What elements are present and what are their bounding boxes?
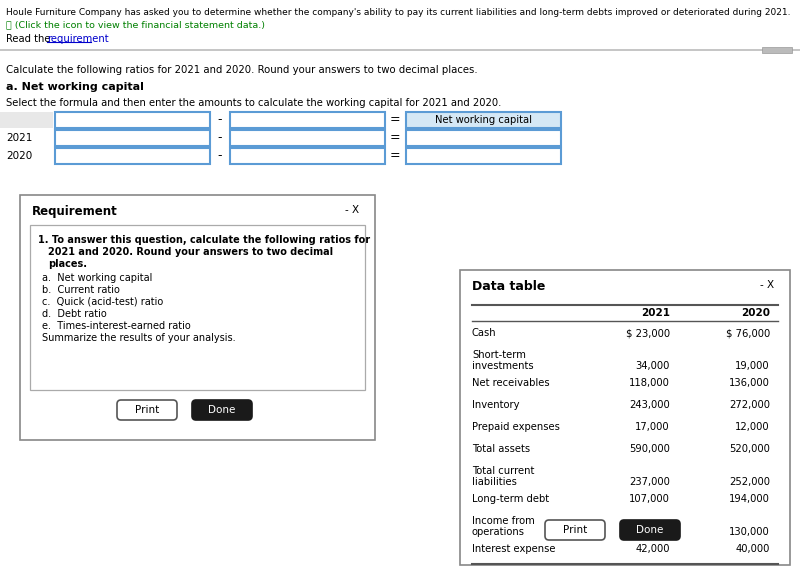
Text: Inventory: Inventory <box>472 400 519 410</box>
Text: 2020: 2020 <box>6 151 32 161</box>
Text: c.  Quick (acid-test) ratio: c. Quick (acid-test) ratio <box>42 297 163 307</box>
Text: d.  Debt ratio: d. Debt ratio <box>42 309 106 319</box>
Text: 130,000: 130,000 <box>730 527 770 537</box>
Text: 2020: 2020 <box>741 308 770 318</box>
FancyBboxPatch shape <box>192 400 252 420</box>
Bar <box>55 148 210 164</box>
Text: Net working capital: Net working capital <box>435 115 532 125</box>
Text: e.  Times-interest-earned ratio: e. Times-interest-earned ratio <box>42 321 190 331</box>
Bar <box>406 112 561 128</box>
Text: 194,000: 194,000 <box>629 527 670 537</box>
Text: a. Net working capital: a. Net working capital <box>6 82 144 92</box>
Text: Print: Print <box>135 405 159 415</box>
Text: Total current: Total current <box>472 466 534 476</box>
Text: Print: Print <box>563 525 587 535</box>
Bar <box>230 130 385 146</box>
Text: 520,000: 520,000 <box>729 444 770 454</box>
Text: =: = <box>390 113 400 127</box>
Text: 194,000: 194,000 <box>729 494 770 504</box>
Text: 19,000: 19,000 <box>735 361 770 371</box>
Text: places.: places. <box>48 259 87 269</box>
Bar <box>762 47 792 53</box>
Text: - X: - X <box>345 205 359 215</box>
Text: Houle Furniture Company has asked you to determine whether the company's ability: Houle Furniture Company has asked you to… <box>6 8 790 17</box>
Text: requirement: requirement <box>47 34 109 44</box>
Text: 17,000: 17,000 <box>635 422 670 432</box>
Bar <box>30 225 365 390</box>
Bar <box>0 112 53 128</box>
Text: Income from: Income from <box>472 516 534 526</box>
Text: Prepaid expenses: Prepaid expenses <box>472 422 560 432</box>
FancyBboxPatch shape <box>545 520 605 540</box>
Bar <box>0 130 53 146</box>
Text: Summarize the results of your analysis.: Summarize the results of your analysis. <box>42 333 236 343</box>
Bar <box>230 148 385 164</box>
Bar <box>406 130 561 146</box>
Text: operations: operations <box>472 527 525 537</box>
Bar <box>406 148 561 164</box>
Text: -: - <box>218 149 222 163</box>
Text: 34,000: 34,000 <box>636 361 670 371</box>
Text: Total assets: Total assets <box>472 444 530 454</box>
Text: b.  Current ratio: b. Current ratio <box>42 285 120 295</box>
Text: Requirement: Requirement <box>32 205 118 218</box>
Text: 12,000: 12,000 <box>735 422 770 432</box>
Bar <box>460 270 790 565</box>
Text: 118,000: 118,000 <box>629 378 670 388</box>
Text: 2021: 2021 <box>6 133 32 143</box>
Text: -: - <box>218 131 222 145</box>
Text: Read the: Read the <box>6 34 54 44</box>
Text: 2021: 2021 <box>641 308 670 318</box>
Text: 272,000: 272,000 <box>729 400 770 410</box>
Text: 107,000: 107,000 <box>629 494 670 504</box>
Text: =: = <box>390 149 400 163</box>
Text: - X: - X <box>760 280 774 290</box>
Text: Done: Done <box>208 405 236 415</box>
Text: a.  Net working capital: a. Net working capital <box>42 273 152 283</box>
Text: 590,000: 590,000 <box>629 444 670 454</box>
Text: Long-term debt: Long-term debt <box>472 494 549 504</box>
Text: 243,000: 243,000 <box>630 400 670 410</box>
Bar <box>20 195 375 440</box>
Text: $ 23,000: $ 23,000 <box>626 328 670 338</box>
Text: Select the formula and then enter the amounts to calculate the working capital f: Select the formula and then enter the am… <box>6 98 502 108</box>
Text: liabilities: liabilities <box>472 477 517 487</box>
Text: 2021 and 2020. Round your answers to two decimal: 2021 and 2020. Round your answers to two… <box>48 247 333 257</box>
Text: 42,000: 42,000 <box>635 544 670 554</box>
FancyBboxPatch shape <box>117 400 177 420</box>
Text: Data table: Data table <box>472 280 546 293</box>
Text: Calculate the following ratios for 2021 and 2020. Round your answers to two deci: Calculate the following ratios for 2021 … <box>6 65 478 75</box>
Text: 136,000: 136,000 <box>729 378 770 388</box>
FancyBboxPatch shape <box>620 520 680 540</box>
Text: $ 76,000: $ 76,000 <box>726 328 770 338</box>
Text: Done: Done <box>636 525 664 535</box>
Text: 252,000: 252,000 <box>729 477 770 487</box>
Text: 237,000: 237,000 <box>629 477 670 487</box>
Text: =: = <box>390 131 400 145</box>
Text: Short-term: Short-term <box>472 350 526 360</box>
Text: ⎙ (Click the icon to view the financial statement data.): ⎙ (Click the icon to view the financial … <box>6 20 265 29</box>
Bar <box>55 130 210 146</box>
Text: 40,000: 40,000 <box>736 544 770 554</box>
Text: -: - <box>218 113 222 127</box>
Text: Net receivables: Net receivables <box>472 378 550 388</box>
Bar <box>230 112 385 128</box>
Text: 1. To answer this question, calculate the following ratios for: 1. To answer this question, calculate th… <box>38 235 370 245</box>
Bar <box>55 112 210 128</box>
Text: investments: investments <box>472 361 534 371</box>
Text: Cash: Cash <box>472 328 497 338</box>
Text: Interest expense: Interest expense <box>472 544 555 554</box>
